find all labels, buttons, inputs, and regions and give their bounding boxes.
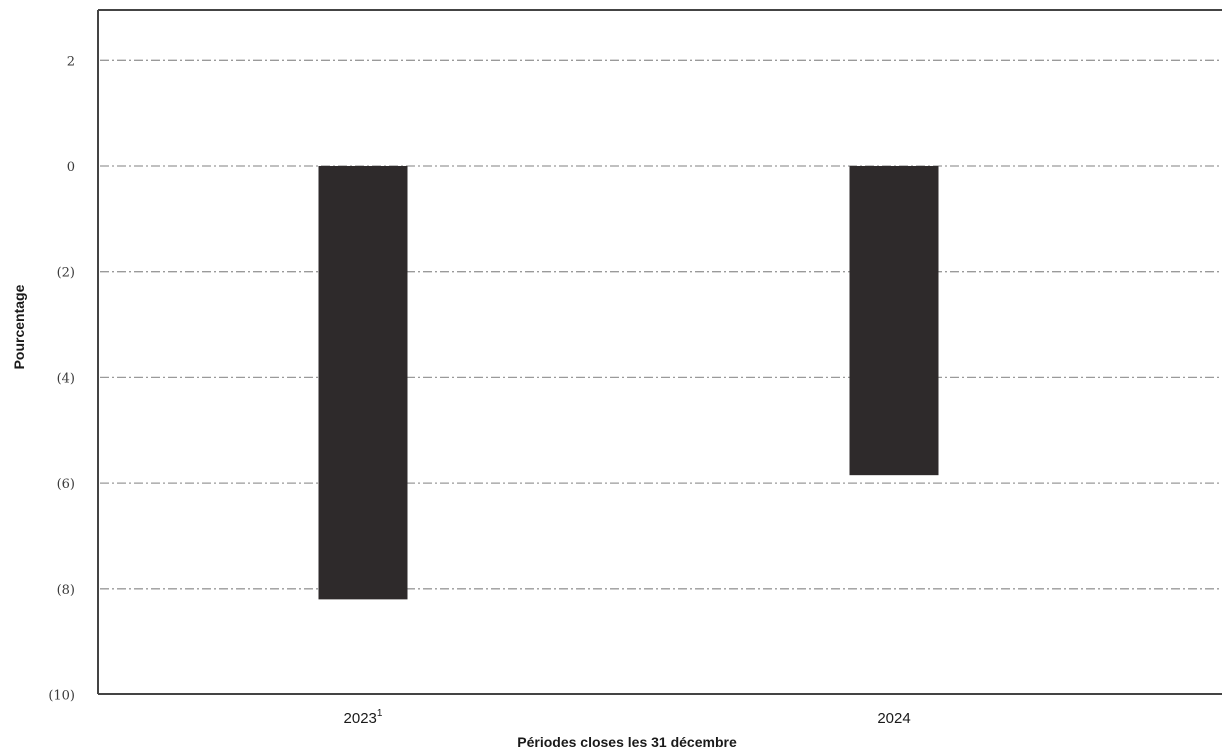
bar-2024 <box>849 166 939 476</box>
bar-2023 <box>318 166 408 600</box>
y-tick-label: 2 <box>67 54 75 69</box>
x-tick-labels: 20231 2024 <box>344 708 911 727</box>
y-axis-title: Pourcentage <box>11 284 27 369</box>
x-tick-label: 20231 <box>344 708 383 727</box>
y-tick-label: (2) <box>57 266 75 281</box>
y-tick-label: (4) <box>57 371 75 386</box>
y-tick-label: (10) <box>48 689 75 704</box>
y-tick-label: (6) <box>57 477 75 492</box>
y-tick-label: (8) <box>57 583 75 598</box>
plot-frame <box>97 9 1222 695</box>
x-axis-title: Périodes closes les 31 décembre <box>517 734 737 750</box>
y-tick-labels: 2 0 (2) (4) (6) (8) (10) <box>48 54 75 703</box>
x-tick-label: 2024 <box>877 710 910 727</box>
gridlines <box>100 59 1222 590</box>
y-tick-label: 0 <box>67 160 75 175</box>
bars <box>318 166 939 600</box>
